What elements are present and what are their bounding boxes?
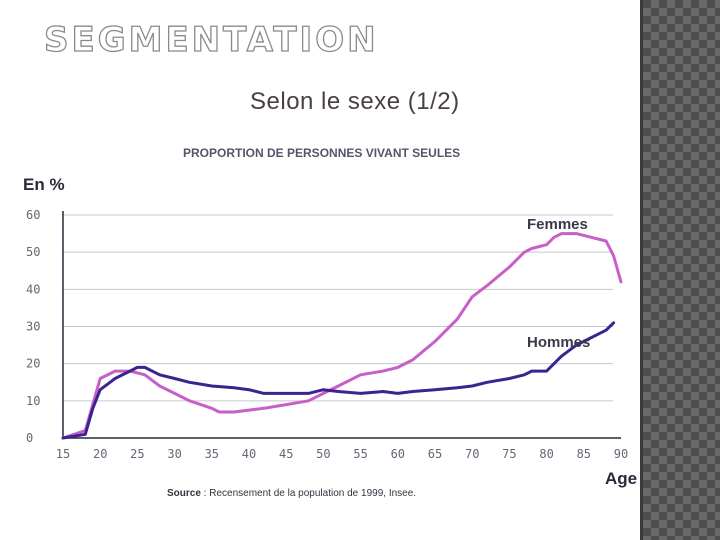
- y-tick-50: 50: [26, 245, 40, 259]
- x-tick-15: 15: [56, 447, 70, 461]
- x-tick-55: 55: [353, 447, 367, 461]
- slide-title: SEGMENTATION: [43, 19, 379, 60]
- tick-labels: 0 10 20 30 40 50 60 15 20 25 30 35 40 45 50 55 60 65 70 75 8…: [26, 208, 628, 461]
- y-tick-10: 10: [26, 394, 40, 408]
- series-line-femmes: [61, 232, 623, 440]
- x-tick-75: 75: [502, 447, 516, 461]
- y-tick-20: 20: [26, 357, 40, 371]
- x-tick-20: 20: [93, 447, 107, 461]
- chart-title: PROPORTION DE PERSONNES VIVANT SEULES: [183, 146, 460, 160]
- source-note: Source : Recensement de la population de…: [167, 488, 416, 499]
- side-pattern: [643, 0, 720, 540]
- source-text: : Recensement de la population de 1999, …: [201, 488, 416, 499]
- x-tick-50: 50: [316, 447, 330, 461]
- x-tick-45: 45: [279, 447, 293, 461]
- x-tick-40: 40: [242, 447, 256, 461]
- series-line-hommes: [61, 321, 616, 440]
- y-tick-40: 40: [26, 282, 40, 296]
- series-label-hommes: Hommes: [527, 334, 590, 351]
- x-tick-70: 70: [465, 447, 479, 461]
- x-tick-25: 25: [130, 447, 144, 461]
- grid-lines: [63, 214, 613, 402]
- x-tick-85: 85: [577, 447, 591, 461]
- y-tick-60: 60: [26, 208, 40, 222]
- chart: PROPORTION DE PERSONNES VIVANT SEULES En…: [23, 146, 637, 499]
- axes: [62, 211, 621, 439]
- side-edge: [640, 0, 643, 540]
- y-tick-0: 0: [26, 431, 33, 445]
- x-tick-90: 90: [614, 447, 628, 461]
- x-tick-80: 80: [539, 447, 553, 461]
- x-tick-35: 35: [205, 447, 219, 461]
- source-prefix: Source: [167, 488, 201, 499]
- x-tick-60: 60: [391, 447, 405, 461]
- series-label-femmes: Femmes: [527, 216, 588, 233]
- x-tick-65: 65: [428, 447, 442, 461]
- x-axis-label: Age: [605, 469, 637, 488]
- y-tick-30: 30: [26, 320, 40, 334]
- x-tick-30: 30: [167, 447, 181, 461]
- series: [61, 232, 623, 440]
- y-axis-unit: En %: [23, 175, 65, 194]
- slide-subtitle: Selon le sexe (1/2): [250, 88, 460, 115]
